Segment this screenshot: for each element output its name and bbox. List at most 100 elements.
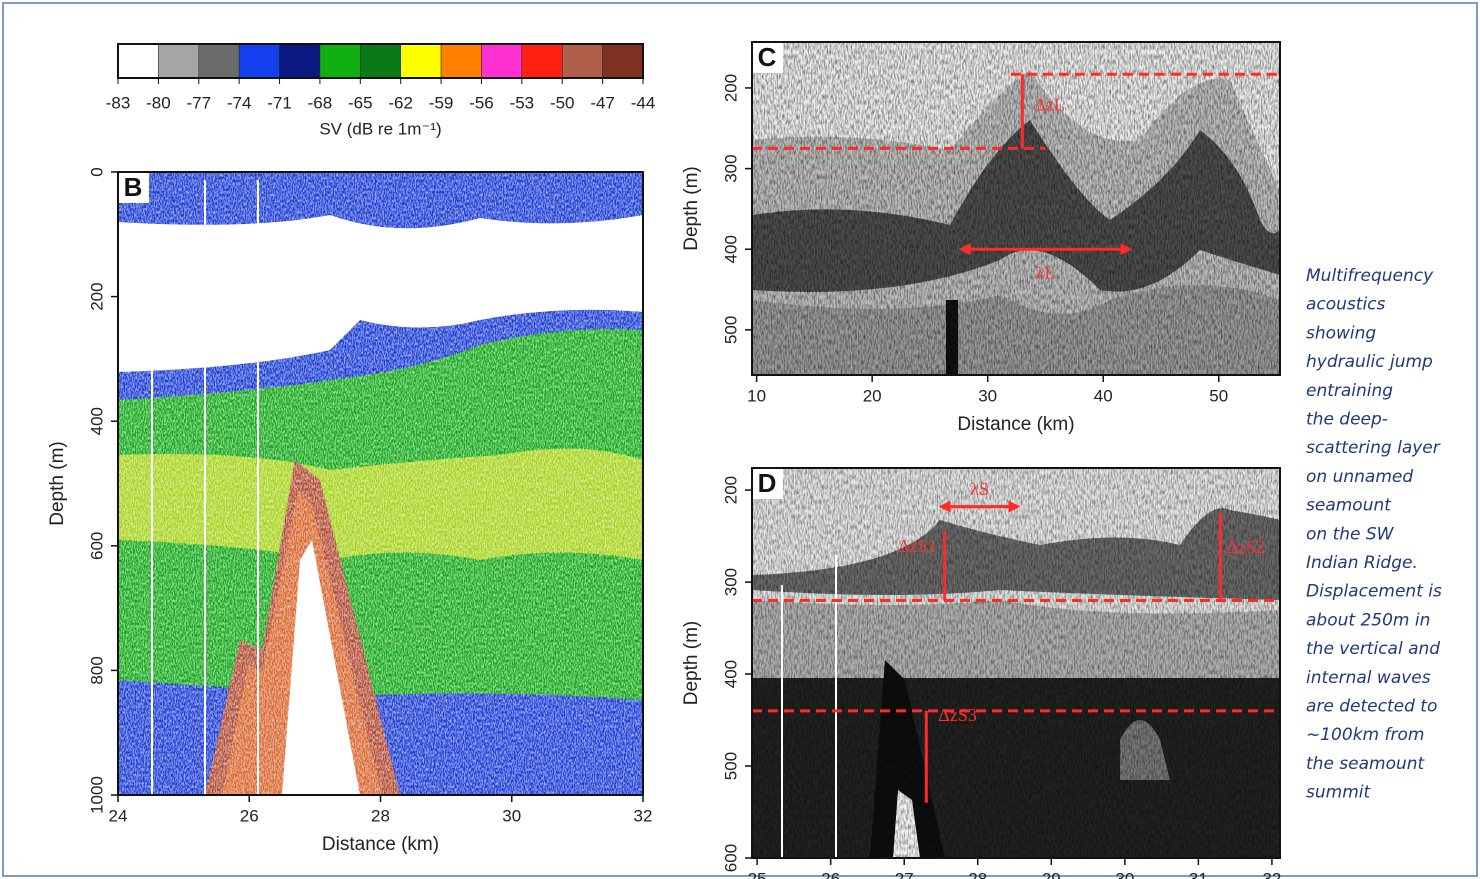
caption-line: on unnamed [1306,467,1413,487]
colorbar-cell [602,43,644,79]
colorbar-tick-label: -71 [267,93,292,112]
noise-line [204,180,206,795]
caption-line: internal waves [1306,668,1431,688]
x-tick-label: 32 [1262,869,1281,879]
colorbar-cell [521,43,563,79]
colorbar-cell [481,43,523,79]
colorbar-tick-label: -59 [429,93,454,112]
plot-frame [751,41,1281,376]
caption-line: about 250m in [1306,610,1430,630]
colorbar-tick-label: -83 [106,93,131,112]
caption-line: the seamount [1306,754,1426,774]
y-tick-label: 200 [721,74,740,102]
x-tick-label: 32 [634,806,653,825]
y-tick-label: 300 [721,154,740,182]
noise-line [781,585,783,858]
echogram-b-image [118,172,643,795]
colorbar-tick-label: -50 [550,93,575,112]
noise-line [257,180,259,795]
x-axis-label: Distance (km) [957,414,1074,435]
colorbar-cell [319,43,361,79]
x-tick-label: 30 [502,806,521,825]
colorbar-tick-label: -68 [308,93,333,112]
x-tick-label: 26 [240,806,259,825]
caption-line: are detected to [1306,697,1437,717]
x-tick-label: 40 [1094,386,1113,405]
colorbar-tick-label: -53 [510,93,535,112]
caption-line: Indian Ridge. [1306,553,1418,573]
colorbar-cell [198,43,240,79]
plot-frame [751,467,1281,859]
caption-line: hydraulic jump [1306,352,1433,372]
colorbar-tick-label: -80 [146,93,171,112]
annotation: ΔzL [1034,94,1065,114]
x-axis-label: Distance (km) [322,834,439,855]
y-axis-label: Depth (m) [681,621,702,705]
annotation: ΔzS1 [898,536,937,556]
panel-label: C [758,42,777,72]
noise-line [151,320,153,795]
x-tick-label: 31 [1189,869,1208,879]
colorbar-cell [400,43,442,79]
x-tick-label: 29 [1042,869,1061,879]
colorbar-frame [117,43,644,79]
speckle [752,42,1280,375]
annotation: λS [970,479,989,499]
colorbar-cell [238,43,280,79]
colorbar-tick-label: -77 [186,93,211,112]
x-tick-label: 10 [747,386,766,405]
colorbar-tick-label: -74 [227,93,252,112]
panel-label-box [119,173,149,203]
y-tick-label: 500 [721,316,740,344]
x-tick-label: 24 [109,806,128,825]
caption-line: summit [1306,783,1371,803]
annotation: λL [1036,262,1056,282]
colorbar-cell [158,43,200,79]
x-tick-label: 20 [863,386,882,405]
colorbar-tick-label: -47 [590,93,615,112]
y-tick-label: 200 [721,476,740,504]
caption-line: Multifrequency [1306,266,1434,286]
x-tick-label: 30 [978,386,997,405]
x-tick-label: 28 [968,869,987,879]
panel-label: D [758,468,777,498]
colorbar-cell [279,43,321,79]
y-tick-label: 400 [721,660,740,688]
y-tick-label: 800 [87,656,106,684]
caption-line: showing [1306,323,1376,343]
x-tick-label: 26 [821,869,840,879]
colorbar-tick-label: -62 [388,93,413,112]
y-tick-label: 0 [87,167,106,176]
x-tick-label: 25 [748,869,767,879]
caption-line: the deep- [1306,410,1388,430]
y-tick-label: 1000 [87,776,106,814]
colorbar-cell [561,43,603,79]
caption-line: acoustics [1306,295,1386,315]
colorbar-tick-label: -44 [631,93,656,112]
caption-line: the vertical and [1306,639,1440,659]
y-tick-label: 500 [721,752,740,780]
colorbar-tick-label: -65 [348,93,373,112]
chart-layer: -83 -80 -77 -74 -71 -68 -65 -62 -59 -56 -53 -50 -47-… [47,41,1442,879]
x-tick-label: 27 [895,869,914,879]
caption-line: on the SW [1306,524,1395,544]
caption-line: scattering layer [1306,438,1441,458]
colorbar-label: SV (dB re 1m⁻¹) [319,119,441,138]
y-tick-label: 600 [721,844,740,872]
echogram-c-image [752,42,1280,375]
caption-line: Displacement is [1306,582,1442,602]
y-tick-label: 400 [87,407,106,435]
y-tick-label: 200 [87,282,106,310]
y-tick-label: 400 [721,235,740,263]
caption-line: entraining [1306,381,1393,401]
annotation: ΔzS3 [938,705,977,725]
colorbar-cell [440,43,482,79]
y-axis-label: Depth (m) [47,441,68,525]
colorbar-tick-label: -56 [469,93,494,112]
panel-label-box [753,469,783,499]
speckle [118,172,643,795]
caption-line: seamount [1306,496,1392,516]
annotation: ΔzS2 [1226,537,1265,557]
